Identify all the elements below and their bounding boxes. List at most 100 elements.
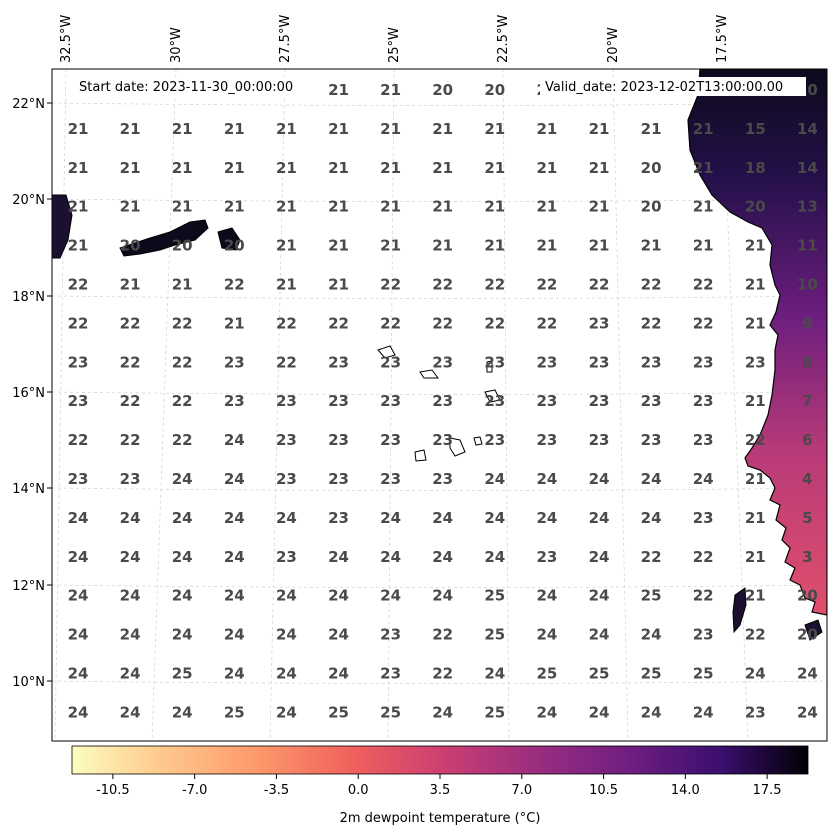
plot-frame: [51, 68, 828, 742]
grid-value: 23: [380, 392, 401, 410]
grid-value: 23: [484, 353, 505, 371]
grid-value: 21: [536, 120, 557, 138]
grid-value: 24: [120, 703, 141, 721]
grid-value: 24: [68, 548, 89, 566]
grid-value: 24: [120, 548, 141, 566]
grid-value: 15: [745, 120, 766, 138]
grid-value: 24: [172, 548, 193, 566]
grid-value: 23: [380, 353, 401, 371]
longitude-label: 27.5°W: [278, 15, 293, 63]
latitude-label: 14°N: [12, 482, 45, 497]
grid-value: 22: [68, 431, 89, 449]
grid-value: 24: [693, 470, 714, 488]
grid-value: 24: [589, 509, 610, 527]
grid-value: 24: [224, 665, 245, 683]
grid-value: 24: [172, 470, 193, 488]
start-date-box: Start date: 2023-11-30_00:00:00: [66, 77, 314, 96]
grid-value: 24: [120, 626, 141, 644]
grid-value: 21: [589, 159, 610, 177]
grid-value: 23: [484, 431, 505, 449]
grid-value: 24: [224, 587, 245, 605]
grid-value: 24: [641, 703, 662, 721]
grid-value: 21: [432, 237, 453, 255]
grid-value: 7: [802, 392, 812, 410]
grid-value: 21: [120, 276, 141, 294]
grid-value: 21: [68, 120, 89, 138]
grid-value: 21: [120, 120, 141, 138]
grid-value: 24: [536, 470, 557, 488]
grid-value: 22: [432, 314, 453, 332]
grid-value: 24: [68, 587, 89, 605]
grid-value: 23: [328, 470, 349, 488]
grid-value: 22: [641, 276, 662, 294]
grid-value: 23: [432, 353, 453, 371]
grid-value: 23: [641, 431, 662, 449]
grid-value: 23: [536, 353, 557, 371]
grid-value: 24: [328, 626, 349, 644]
grid-value: 22: [693, 587, 714, 605]
grid-value: 22: [484, 276, 505, 294]
grid-value: 21: [224, 198, 245, 216]
grid-value: 24: [432, 587, 453, 605]
island: [52, 194, 73, 259]
latitude-label: 16°N: [12, 386, 45, 401]
grid-value: 24: [641, 470, 662, 488]
grid-value: 24: [380, 587, 401, 605]
grid-value: 24: [224, 509, 245, 527]
island: [217, 227, 241, 251]
grid-value: 22: [68, 276, 89, 294]
grid-value: 21: [589, 237, 610, 255]
grid-value: 24: [536, 509, 557, 527]
grid-value: 23: [276, 431, 297, 449]
colorbar-tick-label: -10.5: [96, 783, 130, 798]
grid-value: 23: [328, 353, 349, 371]
grid-value: 20: [224, 237, 245, 255]
grid-value: 23: [589, 314, 610, 332]
colorbar-ticks: -10.5 -7.0 -3.5 0.0 3.5 7.0 10.5 14.0 17.5: [96, 774, 782, 798]
grid-value: 22: [432, 665, 453, 683]
grid-value: 24: [484, 509, 505, 527]
grid-value: 22: [276, 314, 297, 332]
grid-value: 24: [172, 587, 193, 605]
grid-value: 23: [432, 392, 453, 410]
grid-value: 24: [68, 665, 89, 683]
grid-value: 21: [68, 198, 89, 216]
grid-value: 24: [224, 470, 245, 488]
grid-value: 21: [276, 198, 297, 216]
grid-value: 24: [589, 626, 610, 644]
grid-value: 23: [589, 392, 610, 410]
grid-value: 21: [589, 198, 610, 216]
island: [119, 219, 209, 257]
grid-value: 21: [380, 120, 401, 138]
grid-value: 24: [589, 548, 610, 566]
grid-value: 24: [484, 665, 505, 683]
grid-value: 23: [745, 703, 766, 721]
grid-value: 22: [693, 314, 714, 332]
grid-value: 21: [224, 159, 245, 177]
grid-value: 24: [276, 703, 297, 721]
grid-value: 23: [68, 353, 89, 371]
grid-value: 22: [536, 314, 557, 332]
grid-value: 22: [536, 276, 557, 294]
grid-value: 10: [797, 276, 818, 294]
grid-value: 23: [693, 431, 714, 449]
grid-value: 24: [589, 587, 610, 605]
grid-value: 22: [120, 392, 141, 410]
grid-value: 21: [484, 237, 505, 255]
grid-value: 21: [172, 198, 193, 216]
island: [414, 449, 427, 462]
start-date-label: Start date: 2023-11-30_00:00:00: [79, 80, 293, 95]
grid-value: 21: [536, 198, 557, 216]
island: [804, 619, 823, 641]
grid-value: 24: [641, 509, 662, 527]
grid-value: 22: [432, 276, 453, 294]
grid-value: 22: [172, 353, 193, 371]
grid-value: 22: [693, 276, 714, 294]
grid-value: 21: [484, 159, 505, 177]
island: [473, 436, 483, 446]
grid-value: 14: [797, 120, 818, 138]
grid-value: 3: [802, 548, 812, 566]
grid-value: 21: [172, 276, 193, 294]
grid-value: 21: [172, 159, 193, 177]
